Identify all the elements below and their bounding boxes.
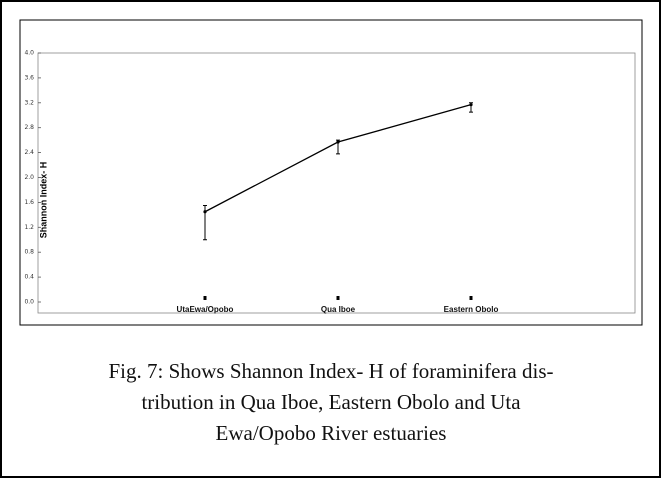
y-tick-label: 1.6 <box>24 199 34 206</box>
y-tick-label: 1.2 <box>24 224 34 231</box>
y-tick-label: 3.2 <box>24 99 34 106</box>
x-tick-label: Qua Iboe <box>321 305 356 314</box>
y-tick-label: 2.0 <box>24 174 34 181</box>
y-tick-label: 2.4 <box>24 149 34 156</box>
caption-line: tribution in Qua Iboe, Eastern Obolo and… <box>141 390 521 414</box>
y-tick-label: 4.0 <box>24 50 34 57</box>
point <box>469 103 473 107</box>
y-tick-label: 0.4 <box>24 274 34 281</box>
caption-line: Ewa/Opobo River estuaries <box>216 421 447 445</box>
y-axis-label: Shannon Index- H <box>38 162 48 239</box>
x-tick <box>469 296 473 300</box>
x-tick <box>336 296 340 300</box>
x-tick-label: UtaEwa/Opobo <box>177 305 234 314</box>
point <box>336 140 340 144</box>
x-tick <box>203 296 207 300</box>
y-tick-label: 0.0 <box>24 299 34 306</box>
point <box>203 210 207 214</box>
caption-line: Fig. 7: Shows Shannon Index- H of forami… <box>108 359 553 383</box>
plot-area <box>37 52 636 314</box>
y-tick-label: 2.8 <box>24 124 34 131</box>
y-tick-label: 3.6 <box>24 74 34 81</box>
y-tick-label: 0.8 <box>24 249 34 256</box>
x-tick-label: Eastern Obolo <box>444 305 499 314</box>
caption: Fig. 7: Shows Shannon Index- H of forami… <box>108 359 553 445</box>
